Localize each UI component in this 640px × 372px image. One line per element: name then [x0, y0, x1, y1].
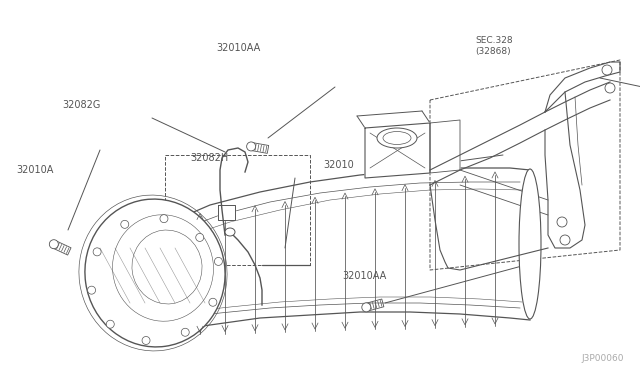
Circle shape	[557, 217, 567, 227]
Text: 32010: 32010	[323, 160, 354, 170]
Polygon shape	[365, 123, 430, 178]
Circle shape	[160, 215, 168, 223]
Circle shape	[605, 83, 615, 93]
Circle shape	[181, 328, 189, 336]
Ellipse shape	[519, 169, 541, 319]
Text: SEC.328: SEC.328	[475, 36, 513, 45]
Circle shape	[214, 257, 223, 265]
Circle shape	[602, 65, 612, 75]
Text: 32010AA: 32010AA	[216, 43, 260, 52]
Ellipse shape	[85, 199, 225, 347]
Ellipse shape	[225, 228, 235, 236]
Text: (32868): (32868)	[475, 47, 511, 56]
Text: 32082G: 32082G	[63, 100, 101, 110]
Polygon shape	[218, 205, 235, 220]
Polygon shape	[430, 120, 460, 173]
Circle shape	[560, 235, 570, 245]
Text: J3P00060: J3P00060	[582, 354, 624, 363]
Circle shape	[106, 320, 115, 328]
Ellipse shape	[377, 128, 417, 148]
Circle shape	[93, 248, 101, 256]
Circle shape	[142, 336, 150, 344]
Text: 32010AA: 32010AA	[342, 271, 387, 281]
Text: 32010A: 32010A	[16, 165, 53, 174]
Circle shape	[121, 220, 129, 228]
Text: 32082H: 32082H	[191, 154, 229, 163]
Circle shape	[196, 234, 204, 241]
Ellipse shape	[362, 303, 371, 312]
Circle shape	[209, 298, 217, 306]
Circle shape	[88, 286, 95, 294]
Ellipse shape	[49, 240, 58, 249]
Ellipse shape	[246, 142, 255, 151]
